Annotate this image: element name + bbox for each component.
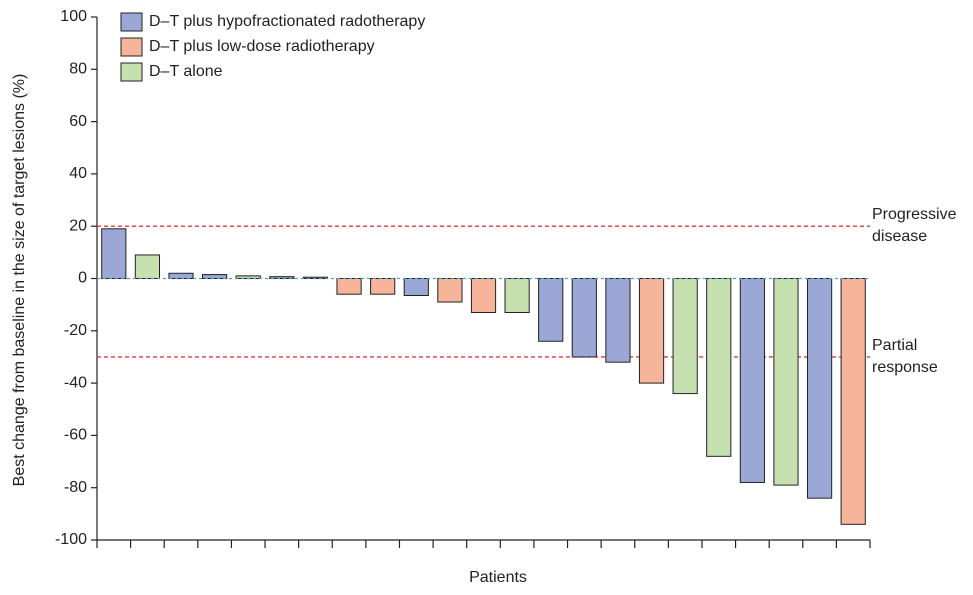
reference-label: Partial response [872,336,938,376]
legend-label: D–T plus hypofractionated radotherapy [149,13,425,30]
bar [504,278,530,313]
bar [571,278,597,358]
bar [134,254,161,279]
y-tick-label: 60 [69,113,87,130]
bar [470,278,497,313]
bar [202,274,228,280]
bar [605,278,631,363]
y-tick-label: -100 [55,531,87,548]
bar [336,278,362,295]
bar [269,276,295,279]
y-tick-label: -80 [64,479,87,496]
bar [538,278,564,342]
reference-label: Progressive disease [872,206,957,246]
bar [403,278,429,296]
y-tick-label: -60 [64,427,87,444]
bar [840,278,866,525]
bar [806,278,833,499]
y-axis-label: Best change from baseline in the size of… [11,74,28,487]
y-tick-label: 100 [60,8,87,25]
legend-label: D–T plus low-dose radiotherapy [149,38,375,55]
x-axis-label: Patients [469,569,527,586]
bar [370,278,396,295]
y-tick-label: 40 [69,165,87,182]
bar [739,278,765,483]
y-tick-label: -40 [64,374,87,391]
legend-swatch [120,37,143,57]
legend-label: D–T alone [149,63,223,80]
bar [706,278,732,457]
legend-swatch [120,12,143,32]
bar [638,278,665,384]
bar [672,278,698,395]
bar [437,278,463,303]
bar [101,228,127,280]
legend-swatch [120,62,143,82]
bar [773,278,799,486]
y-tick-label: 80 [69,61,87,78]
y-tick-label: 20 [69,217,87,234]
bar [168,272,194,279]
y-tick-label: 0 [78,270,87,287]
y-tick-label: -20 [64,322,87,339]
